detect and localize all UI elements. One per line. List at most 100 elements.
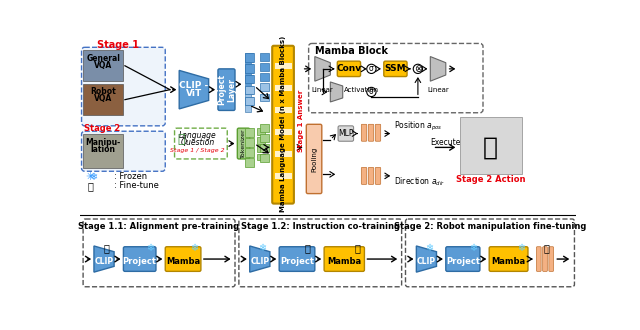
FancyBboxPatch shape [275, 63, 292, 69]
Text: σ: σ [369, 64, 374, 73]
FancyBboxPatch shape [384, 61, 407, 77]
Text: 🔥: 🔥 [305, 243, 311, 253]
FancyBboxPatch shape [257, 137, 265, 144]
Text: SSM: SSM [385, 64, 406, 73]
FancyBboxPatch shape [218, 69, 235, 111]
FancyBboxPatch shape [239, 219, 402, 287]
FancyBboxPatch shape [275, 122, 292, 127]
FancyBboxPatch shape [549, 247, 554, 271]
Text: Language: Language [179, 131, 217, 140]
FancyBboxPatch shape [83, 134, 124, 168]
FancyBboxPatch shape [81, 47, 165, 126]
FancyBboxPatch shape [260, 63, 269, 71]
Polygon shape [179, 70, 209, 109]
Text: Stage 1 Answer: Stage 1 Answer [298, 89, 304, 151]
FancyBboxPatch shape [260, 74, 269, 81]
Text: Conv: Conv [337, 64, 362, 73]
FancyBboxPatch shape [245, 53, 253, 62]
Text: Linear: Linear [312, 87, 333, 93]
FancyBboxPatch shape [83, 219, 235, 287]
Text: : Fine-tune: : Fine-tune [114, 182, 159, 190]
FancyBboxPatch shape [368, 124, 374, 141]
FancyBboxPatch shape [260, 144, 269, 152]
FancyBboxPatch shape [543, 247, 547, 271]
FancyBboxPatch shape [275, 93, 292, 98]
Text: Stage 1.2: Instruction co-training: Stage 1.2: Instruction co-training [241, 222, 400, 231]
Text: 🔥: 🔥 [355, 243, 360, 253]
Polygon shape [417, 246, 436, 272]
Text: Project: Project [446, 257, 480, 266]
Text: Mamba: Mamba [166, 257, 200, 266]
Text: CLIP -: CLIP - [179, 81, 209, 90]
Text: Question: Question [180, 138, 215, 147]
FancyBboxPatch shape [124, 247, 156, 271]
FancyBboxPatch shape [275, 85, 292, 91]
FancyBboxPatch shape [245, 97, 253, 105]
FancyBboxPatch shape [307, 124, 322, 194]
Text: Manipu-: Manipu- [86, 138, 121, 147]
Text: Stage 2 Action: Stage 2 Action [456, 175, 525, 184]
Text: Project
Layer: Project Layer [217, 74, 236, 105]
Text: 🔥: 🔥 [87, 181, 93, 191]
FancyBboxPatch shape [362, 167, 367, 184]
FancyBboxPatch shape [245, 128, 253, 137]
FancyBboxPatch shape [245, 158, 253, 167]
FancyBboxPatch shape [165, 247, 201, 271]
FancyBboxPatch shape [279, 247, 315, 271]
Text: Pooling: Pooling [311, 146, 317, 172]
Text: lation: lation [91, 145, 116, 154]
Text: σ: σ [369, 87, 374, 96]
FancyBboxPatch shape [260, 53, 269, 61]
FancyBboxPatch shape [337, 61, 360, 77]
Text: ❄: ❄ [146, 243, 154, 253]
Text: ❄: ❄ [469, 243, 477, 253]
FancyBboxPatch shape [245, 70, 252, 80]
Text: Project: Project [123, 257, 157, 266]
FancyBboxPatch shape [375, 167, 381, 184]
FancyBboxPatch shape [245, 64, 253, 73]
Text: Stage 2: Stage 2 [84, 124, 120, 133]
Text: ❄: ❄ [517, 243, 525, 253]
FancyBboxPatch shape [245, 138, 253, 147]
FancyBboxPatch shape [275, 115, 292, 120]
Text: ✳: ✳ [85, 172, 95, 182]
FancyBboxPatch shape [275, 188, 292, 193]
FancyBboxPatch shape [260, 134, 269, 142]
FancyBboxPatch shape [275, 71, 292, 76]
FancyBboxPatch shape [272, 46, 294, 204]
Text: CLIP: CLIP [95, 257, 113, 266]
FancyBboxPatch shape [260, 93, 269, 101]
Text: Mamba Language Model (n x Mamba Blocks): Mamba Language Model (n x Mamba Blocks) [280, 36, 286, 213]
Text: CLIP: CLIP [417, 257, 436, 266]
FancyBboxPatch shape [83, 50, 124, 81]
FancyBboxPatch shape [245, 75, 253, 83]
Text: Mamba: Mamba [492, 257, 525, 266]
FancyBboxPatch shape [275, 151, 292, 157]
Text: Project: Project [280, 257, 314, 266]
Polygon shape [250, 246, 270, 272]
Polygon shape [315, 56, 330, 81]
Polygon shape [330, 82, 343, 102]
Text: Mamba Block: Mamba Block [315, 46, 388, 56]
Text: Position $a_{pos}$: Position $a_{pos}$ [394, 120, 442, 133]
FancyBboxPatch shape [406, 219, 575, 287]
FancyBboxPatch shape [260, 83, 269, 91]
Text: ⊗: ⊗ [414, 64, 422, 74]
FancyBboxPatch shape [275, 181, 292, 186]
FancyBboxPatch shape [245, 60, 252, 69]
Text: ❄: ❄ [258, 243, 266, 253]
FancyBboxPatch shape [275, 159, 292, 164]
Text: Execute: Execute [430, 138, 460, 147]
FancyBboxPatch shape [257, 145, 265, 152]
Text: Stage 1: Stage 1 [97, 40, 139, 50]
FancyBboxPatch shape [275, 173, 292, 179]
Text: CLIP: CLIP [250, 257, 269, 266]
FancyBboxPatch shape [257, 128, 265, 135]
Text: ViT: ViT [186, 89, 202, 98]
FancyBboxPatch shape [460, 116, 522, 174]
Text: 🔥: 🔥 [104, 243, 109, 253]
FancyBboxPatch shape [81, 131, 165, 171]
FancyBboxPatch shape [245, 75, 253, 83]
FancyBboxPatch shape [83, 84, 124, 115]
FancyBboxPatch shape [245, 53, 253, 62]
